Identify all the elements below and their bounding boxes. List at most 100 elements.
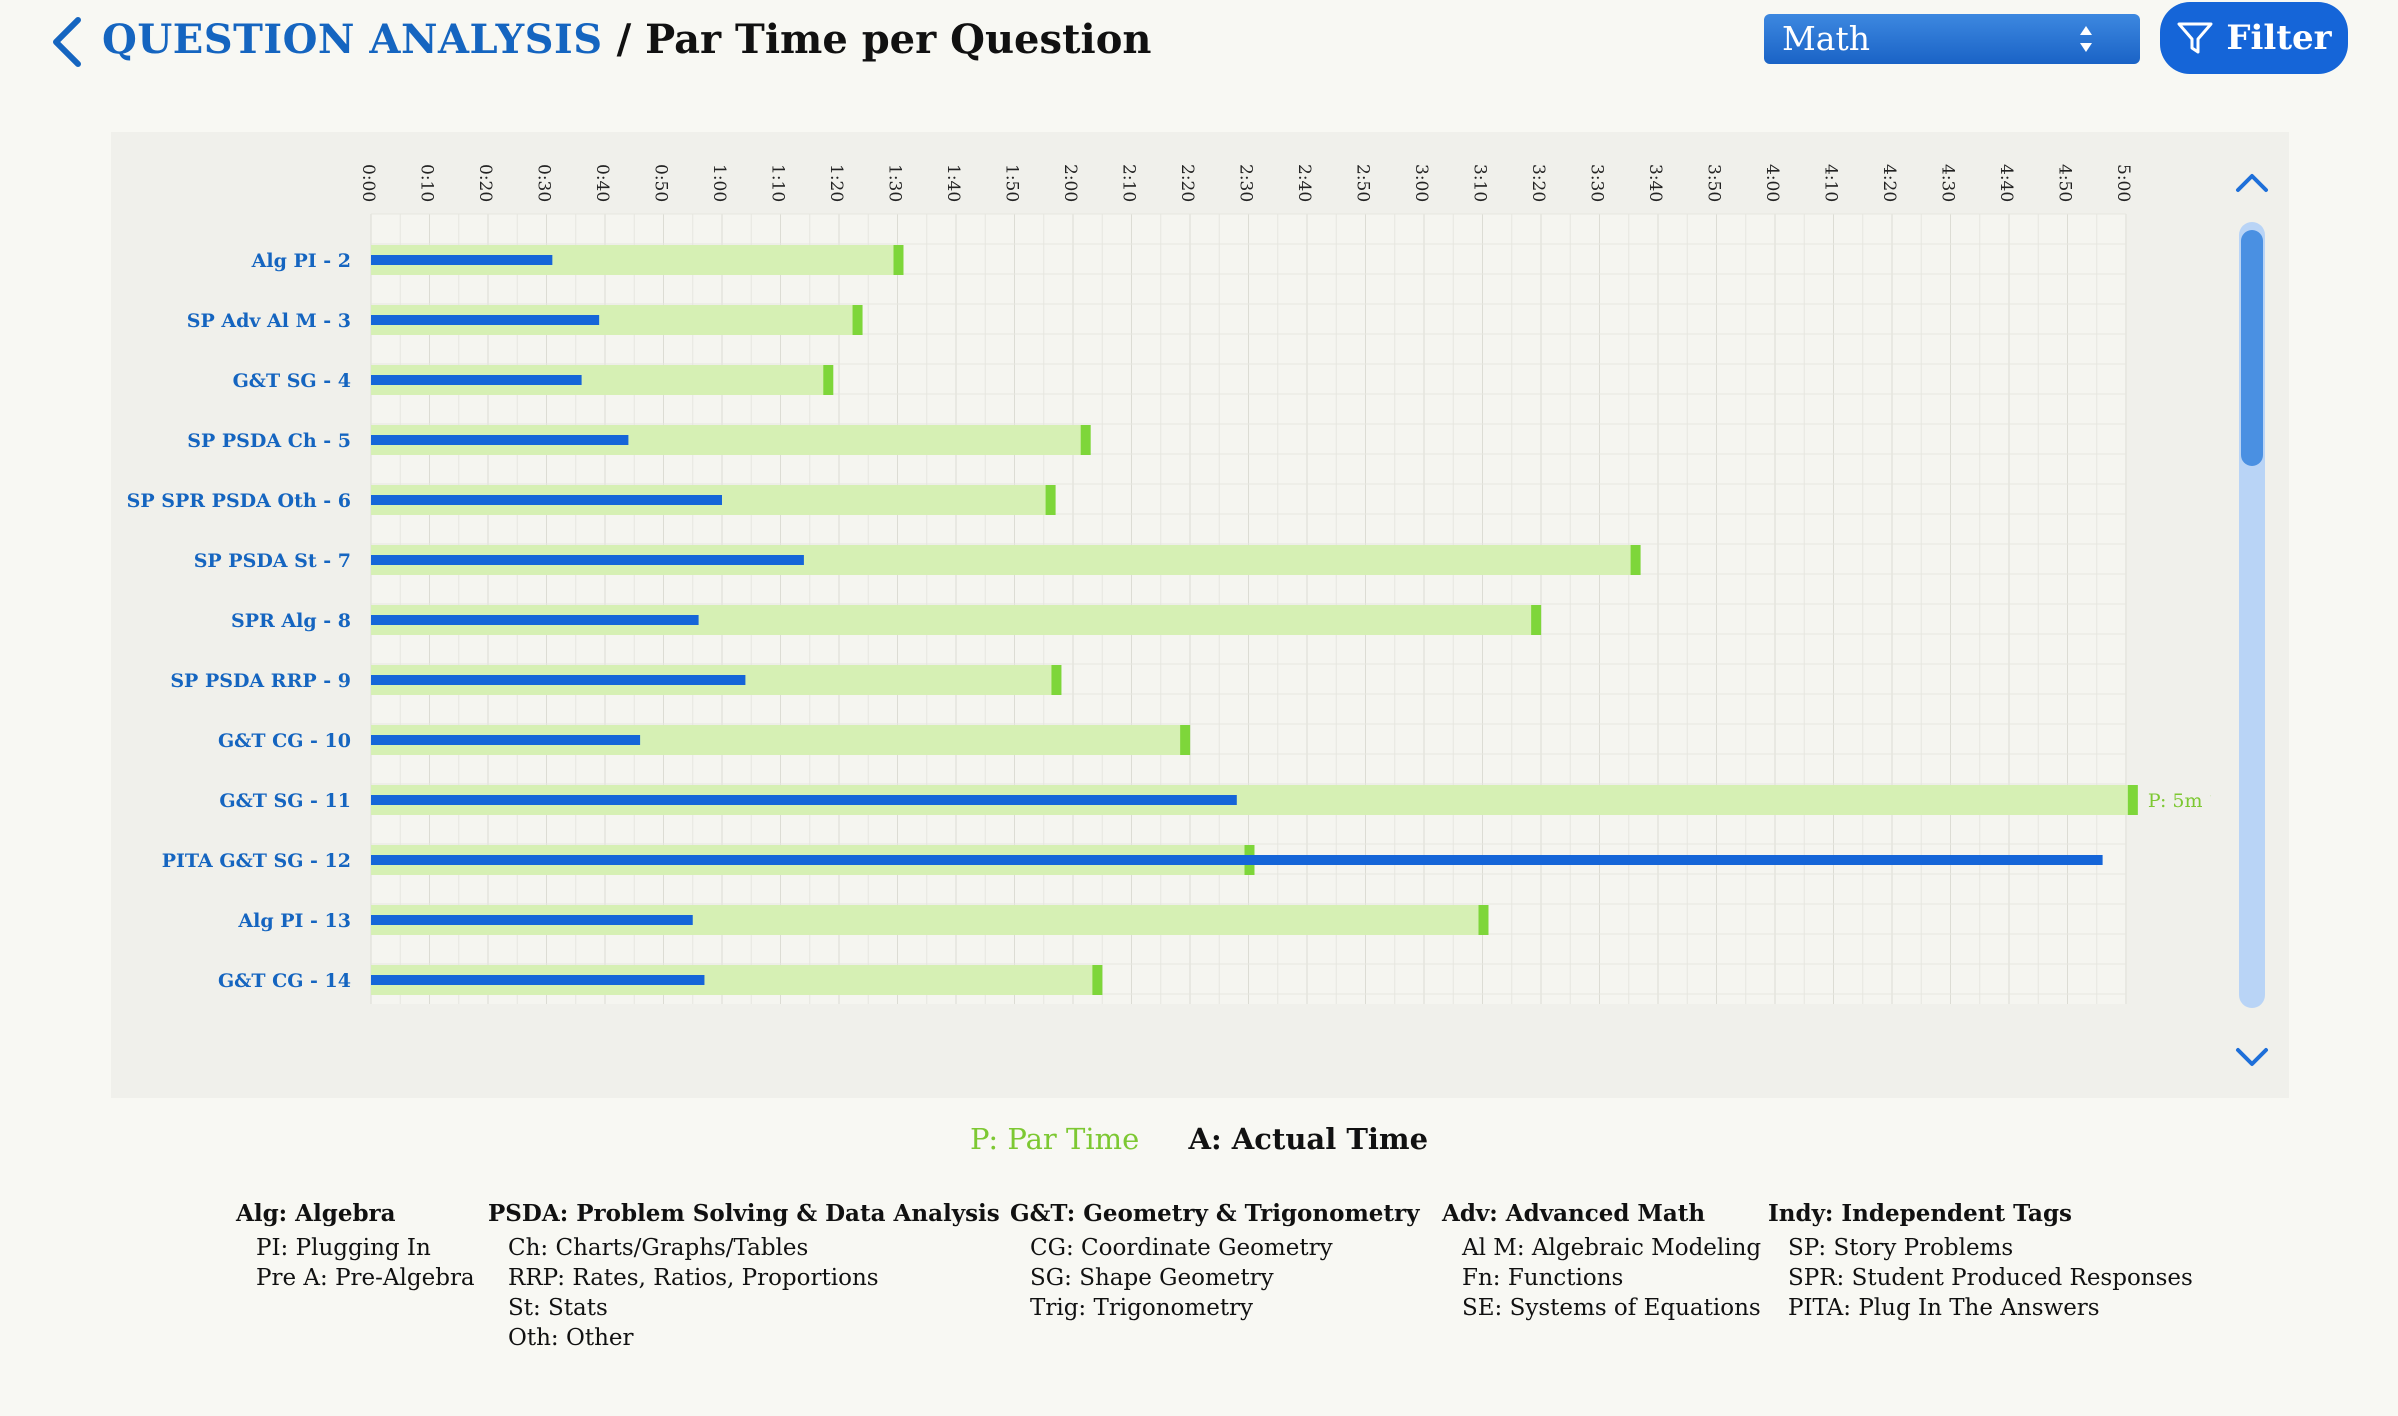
category-label: Alg PI - 13 — [237, 910, 351, 932]
actual-time-bar — [371, 315, 600, 325]
x-tick-label: 0:10 — [417, 164, 437, 202]
x-tick-label: 3:20 — [1528, 164, 1548, 202]
x-tick-label: 0:20 — [475, 164, 495, 202]
abbreviation-item: St: Stats — [508, 1295, 608, 1321]
x-tick-label: 2:10 — [1119, 164, 1139, 202]
actual-time-bar — [371, 375, 582, 385]
subject-select[interactable]: Math — [1764, 14, 2140, 64]
abbreviation-group-psda: PSDA: Problem Solving & Data Analysis Ch… — [488, 1200, 1000, 1353]
par-time-marker — [1092, 965, 1103, 995]
page-heading: QUESTION ANALYSIS / Par Time per Questio… — [102, 14, 1151, 66]
x-tick-label: 1:50 — [1002, 164, 1022, 202]
abbreviation-item: PI: Plugging In — [256, 1235, 431, 1261]
scroll-down-chevron-icon[interactable] — [2234, 1044, 2270, 1072]
abbreviation-item: Oth: Other — [508, 1325, 634, 1351]
par-time-marker — [893, 245, 904, 275]
abbreviation-item: SG: Shape Geometry — [1030, 1265, 1274, 1291]
abbreviation-group-alg: Alg: Algebra PI: Plugging In Pre A: Pre-… — [236, 1200, 475, 1293]
x-tick-label: 0:50 — [651, 164, 671, 202]
category-label: G&T SG - 4 — [233, 370, 351, 392]
par-time-marker — [1051, 665, 1062, 695]
par-time-marker — [1478, 905, 1489, 935]
x-tick-label: 2:20 — [1177, 164, 1197, 202]
actual-time-bar — [371, 735, 641, 745]
chart-panel: 0:00 0:10 0:20 0:30 0:40 0:50 1:00 1:10 1:20 1:30… — [111, 132, 2289, 1098]
x-tick-label: 1:30 — [885, 164, 905, 202]
x-tick-label: 3:30 — [1587, 164, 1607, 202]
category-label: G&T CG - 10 — [218, 730, 351, 752]
abbreviation-item: CG: Coordinate Geometry — [1030, 1235, 1333, 1261]
legend-actual-time: A: Actual Time — [1188, 1122, 1429, 1156]
actual-time-bar — [371, 495, 722, 505]
actual-time-bar — [371, 795, 1237, 805]
abbreviation-heading: Adv: Advanced Math — [1442, 1200, 1706, 1227]
actual-time-bar — [371, 255, 553, 265]
subject-select-value: Math — [1782, 19, 1870, 58]
par-time-marker — [1531, 605, 1542, 635]
actual-time-bar — [371, 975, 705, 985]
category-label: SP PSDA RRP - 9 — [170, 670, 351, 692]
filter-button[interactable]: Filter — [2160, 2, 2348, 74]
chart-legend: P: Par Time A: Actual Time — [0, 1122, 2398, 1156]
x-tick-label: 4:40 — [1996, 164, 2016, 202]
actual-time-bar — [371, 675, 746, 685]
par-time-marker — [823, 365, 834, 395]
abbreviation-item: PITA: Plug In The Answers — [1788, 1295, 2100, 1321]
x-tick-label: 0:30 — [534, 164, 554, 202]
x-tick-label: 3:50 — [1704, 164, 1724, 202]
par-time-marker — [1180, 725, 1191, 755]
par-time-chart: 0:00 0:10 0:20 0:30 0:40 0:50 1:00 1:10 1:20 1:30… — [127, 164, 2211, 1004]
x-tick-label: 5:00 — [2113, 164, 2133, 202]
category-label: G&T CG - 14 — [218, 970, 351, 992]
x-tick-label: 0:40 — [592, 164, 612, 202]
abbreviation-group-gt: G&T: Geometry & Trigonometry CG: Coordin… — [1010, 1200, 1420, 1323]
abbreviation-item: Ch: Charts/Graphs/Tables — [508, 1235, 809, 1261]
abbreviation-item: SE: Systems of Equations — [1462, 1295, 1761, 1321]
category-label: SP Adv Al M - 3 — [187, 310, 351, 332]
header: QUESTION ANALYSIS / Par Time per Questio… — [0, 0, 2398, 80]
abbreviation-item: RRP: Rates, Ratios, Proportions — [508, 1265, 879, 1291]
breadcrumb-question-analysis[interactable]: QUESTION ANALYSIS — [102, 16, 603, 63]
abbreviation-item: SPR: Student Produced Responses — [1788, 1265, 2193, 1291]
scrollbar-thumb[interactable] — [2241, 230, 2263, 466]
abbreviation-item: Fn: Functions — [1462, 1265, 1624, 1291]
x-tick-label: 2:30 — [1236, 164, 1256, 202]
x-tick-label: 2:40 — [1294, 164, 1314, 202]
x-tick-label: 2:00 — [1060, 164, 1080, 202]
x-tick-label: 1:40 — [943, 164, 963, 202]
abbreviation-group-indy: Indy: Independent Tags SP: Story Problem… — [1768, 1200, 2193, 1323]
actual-time-bar — [371, 435, 629, 445]
x-tick-label: 1:10 — [768, 164, 788, 202]
abbreviation-group-adv: Adv: Advanced Math Al M: Algebraic Model… — [1442, 1200, 1761, 1323]
par-time-annotation: P: 5m 1s — [2148, 790, 2211, 812]
filter-icon — [2177, 22, 2213, 54]
abbreviation-item: Al M: Algebraic Modeling — [1462, 1235, 1762, 1261]
x-tick-label: 3:40 — [1645, 164, 1665, 202]
par-time-marker — [1045, 485, 1056, 515]
x-tick-label: 1:20 — [826, 164, 846, 202]
x-tick-label: 2:50 — [1353, 164, 1373, 202]
back-chevron-icon[interactable] — [48, 16, 88, 68]
x-tick-label: 3:00 — [1411, 164, 1431, 202]
abbreviation-heading: Indy: Independent Tags — [1768, 1200, 2072, 1227]
scrollbar-track[interactable] — [2239, 222, 2265, 1008]
select-arrows-icon — [2080, 26, 2092, 52]
scroll-up-chevron-icon[interactable] — [2234, 168, 2270, 196]
par-time-marker — [1630, 545, 1641, 575]
abbreviation-heading: G&T: Geometry & Trigonometry — [1010, 1200, 1420, 1227]
abbreviation-heading: PSDA: Problem Solving & Data Analysis — [488, 1200, 1000, 1227]
abbreviation-item: Trig: Trigonometry — [1030, 1295, 1254, 1321]
actual-time-bar — [371, 615, 699, 625]
x-tick-label: 4:20 — [1879, 164, 1899, 202]
legend-par-time: P: Par Time — [969, 1122, 1140, 1156]
x-tick-label: 4:00 — [1762, 164, 1782, 202]
x-tick-label: 4:30 — [1938, 164, 1958, 202]
category-label: G&T SG - 11 — [219, 790, 351, 812]
abbreviation-item: Pre A: Pre-Algebra — [256, 1265, 475, 1291]
actual-time-bar — [371, 915, 693, 925]
x-tick-label: 0:00 — [358, 164, 378, 202]
x-tick-label: 4:10 — [1821, 164, 1841, 202]
par-time-marker — [1080, 425, 1091, 455]
par-time-marker — [2127, 785, 2138, 815]
category-label: SP PSDA Ch - 5 — [187, 430, 351, 452]
